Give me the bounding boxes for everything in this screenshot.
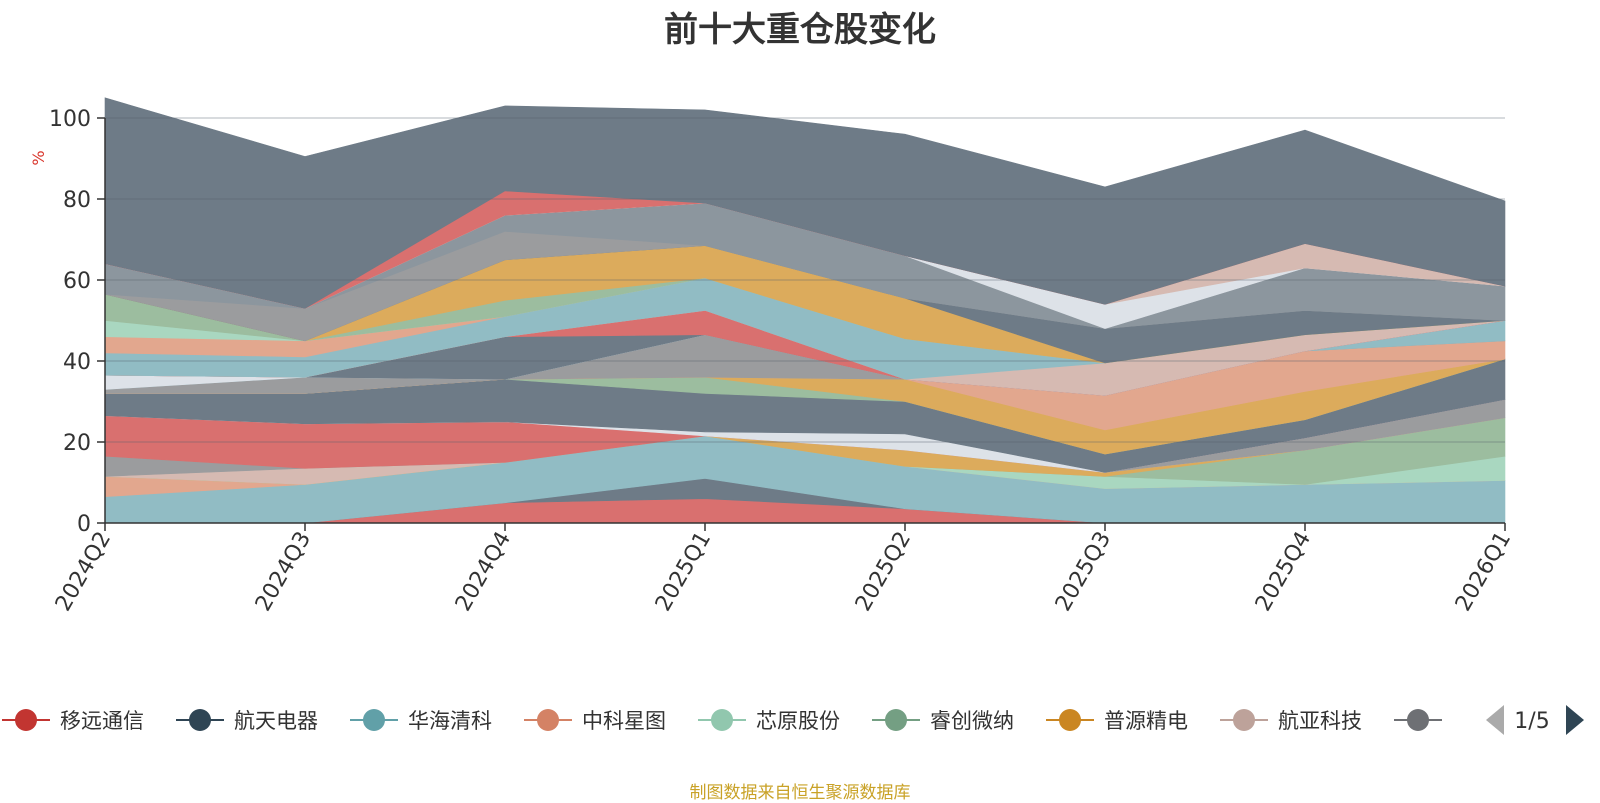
legend-prev-icon[interactable]	[1486, 705, 1504, 735]
x-tick-label: 2025Q2	[851, 528, 916, 616]
legend: 移远通信 航天电器 华海清科 中科星图 芯原股份 睿创微纳 普源精电 航亚科技 I 1/5	[2, 700, 1584, 740]
legend-marker	[537, 709, 559, 731]
x-tick-label: 2024Q2	[51, 528, 116, 616]
legend-marker	[363, 709, 385, 731]
legend-item[interactable]: 移远通信	[2, 709, 144, 733]
legend-item[interactable]: 航亚科技	[1220, 709, 1362, 733]
legend-label: 睿创微纳	[930, 709, 1014, 733]
grid-lines	[105, 117, 1505, 443]
legend-label: 普源精电	[1104, 709, 1188, 733]
legend-marker	[885, 709, 907, 731]
legend-clip	[1450, 700, 1480, 740]
y-tick-label: 60	[63, 269, 91, 294]
legend-next-icon[interactable]	[1566, 705, 1584, 735]
x-tick-label: 2025Q3	[1051, 528, 1116, 616]
y-tick-label: 80	[63, 188, 91, 213]
legend-label: 华海清科	[408, 709, 492, 733]
legend-item[interactable]: 航天电器	[176, 709, 318, 733]
legend-item[interactable]: 中科星图	[524, 709, 666, 733]
legend-item[interactable]: 普源精电	[1046, 709, 1188, 733]
legend-label: 移远通信	[60, 709, 144, 733]
legend-item[interactable]: 睿创微纳	[872, 709, 1014, 733]
legend-page-indicator: 1/5	[1514, 709, 1549, 734]
y-tick-label: 100	[49, 107, 91, 132]
x-tick-label: 2024Q4	[451, 528, 516, 616]
x-tick-label: 2024Q3	[251, 528, 316, 616]
y-tick-label: 0	[77, 512, 91, 537]
area-layers	[104, 97, 1506, 524]
x-tick-label: 2025Q1	[651, 528, 716, 616]
y-axis-label: %	[29, 150, 48, 165]
legend-item[interactable]: I	[1394, 709, 1458, 733]
legend-label: 芯原股份	[756, 709, 840, 733]
chart-title: 前十大重仓股变化	[664, 10, 936, 50]
y-tick-label: 40	[63, 350, 91, 375]
legend-marker	[15, 709, 37, 731]
legend-marker	[189, 709, 211, 731]
legend-marker	[711, 709, 733, 731]
legend-item[interactable]: 华海清科	[350, 709, 492, 733]
legend-label: 航亚科技	[1278, 709, 1362, 733]
legend-marker	[1407, 709, 1429, 731]
area-series-33	[104, 97, 1506, 309]
x-tick-label: 2025Q4	[1251, 528, 1316, 616]
legend-label: 中科星图	[582, 709, 666, 733]
legend-item[interactable]: 芯原股份	[698, 709, 840, 733]
y-tick-label: 20	[63, 431, 91, 456]
legend-marker	[1059, 709, 1081, 731]
legend-label: 航天电器	[234, 709, 318, 733]
source-note: 制图数据来自恒生聚源数据库	[689, 783, 911, 803]
legend-marker	[1233, 709, 1255, 731]
x-tick-label: 2026Q1	[1451, 528, 1516, 616]
